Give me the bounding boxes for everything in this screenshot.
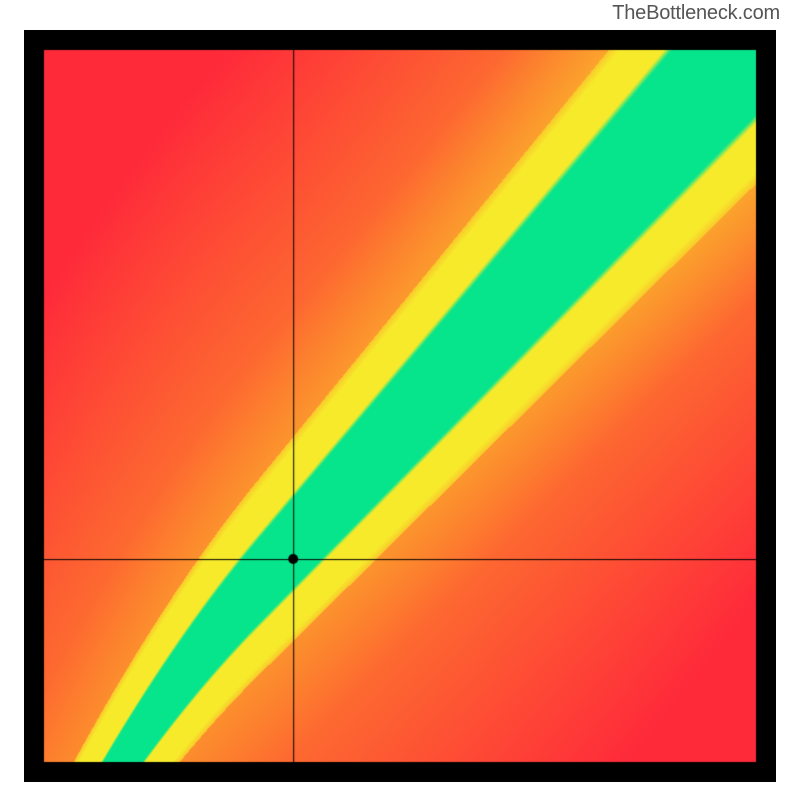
heatmap-canvas [24, 30, 776, 782]
plot-frame [24, 30, 776, 782]
attribution-text: TheBottleneck.com [612, 2, 780, 25]
figure-root: { "attribution": "TheBottleneck.com", "p… [0, 0, 800, 800]
